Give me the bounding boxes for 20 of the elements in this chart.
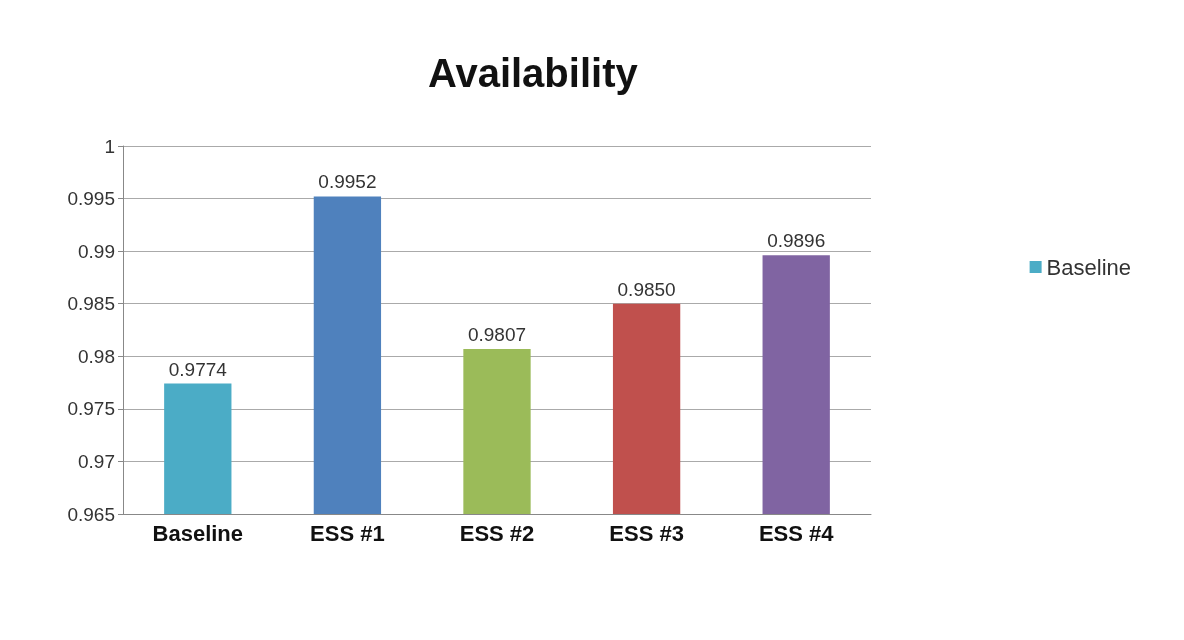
y-tick-label: 1 xyxy=(104,135,115,157)
data-label: 0.9896 xyxy=(767,230,826,252)
x-tick-label: ESS #1 xyxy=(310,520,385,546)
x-tick-label: ESS #4 xyxy=(758,520,835,546)
y-tick-label: 0.97 xyxy=(78,450,115,472)
x-tick-label: ESS #2 xyxy=(459,520,535,546)
x-tick-label: ESS #3 xyxy=(609,520,684,546)
y-tick-label: 0.965 xyxy=(67,503,115,525)
y-tick-label: 0.985 xyxy=(67,293,115,315)
data-label: 0.9952 xyxy=(318,171,377,193)
data-label: 0.9807 xyxy=(467,323,527,345)
chart-title: Availability xyxy=(428,51,639,95)
y-tick-label: 0.98 xyxy=(78,345,115,367)
y-tick-label: 0.99 xyxy=(78,240,115,262)
y-tick-label: 0.995 xyxy=(67,188,115,210)
x-tick-label: Baseline xyxy=(152,520,244,546)
y-tick-label: 0.975 xyxy=(67,398,115,420)
legend-label: Baseline xyxy=(1046,254,1131,280)
data-label: 0.9850 xyxy=(617,278,676,300)
data-label: 0.9774 xyxy=(168,358,228,380)
